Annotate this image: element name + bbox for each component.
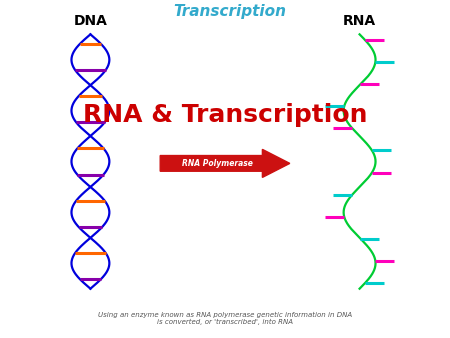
Text: Using an enzyme known as RNA polymerase genetic information in DNA
is converted,: Using an enzyme known as RNA polymerase … [98,312,352,325]
Text: RNA Polymerase: RNA Polymerase [182,159,253,168]
Text: RNA & Transcription: RNA & Transcription [83,103,367,127]
FancyArrow shape [160,149,290,177]
Text: RNA: RNA [343,14,376,28]
Text: Transcription: Transcription [174,4,287,19]
Text: DNA: DNA [73,14,108,28]
